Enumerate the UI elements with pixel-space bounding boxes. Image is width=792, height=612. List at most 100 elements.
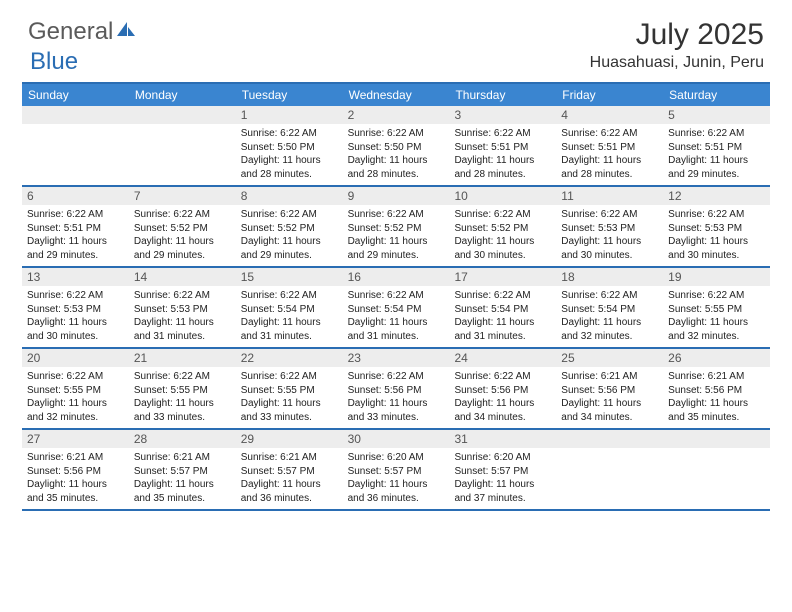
day-details: Sunrise: 6:22 AMSunset: 5:51 PMDaylight:… bbox=[22, 205, 129, 266]
day-details: Sunrise: 6:22 AMSunset: 5:56 PMDaylight:… bbox=[343, 367, 450, 428]
day-number: 25 bbox=[556, 349, 663, 367]
day-line: Sunrise: 6:22 AM bbox=[134, 208, 231, 222]
day-line: Sunrise: 6:22 AM bbox=[668, 208, 765, 222]
day-line: Sunrise: 6:22 AM bbox=[348, 370, 445, 384]
day-line: Daylight: 11 hours and 33 minutes. bbox=[134, 397, 231, 424]
brand-logo: General bbox=[28, 18, 137, 46]
day-number: 1 bbox=[236, 106, 343, 124]
day-line: Daylight: 11 hours and 30 minutes. bbox=[27, 316, 124, 343]
day-cell: 21Sunrise: 6:22 AMSunset: 5:55 PMDayligh… bbox=[129, 349, 236, 428]
day-cell: 25Sunrise: 6:21 AMSunset: 5:56 PMDayligh… bbox=[556, 349, 663, 428]
day-line: Sunrise: 6:22 AM bbox=[348, 127, 445, 141]
day-details: Sunrise: 6:22 AMSunset: 5:56 PMDaylight:… bbox=[449, 367, 556, 428]
day-line: Sunset: 5:53 PM bbox=[668, 222, 765, 236]
day-line: Sunset: 5:54 PM bbox=[561, 303, 658, 317]
day-line: Sunset: 5:51 PM bbox=[27, 222, 124, 236]
day-cell: 3 Sunrise: 6:22 AMSunset: 5:51 PMDaylight… bbox=[449, 106, 556, 185]
day-details: Sunrise: 6:22 AMSunset: 5:52 PMDaylight:… bbox=[236, 205, 343, 266]
day-cell: 22Sunrise: 6:22 AMSunset: 5:55 PMDayligh… bbox=[236, 349, 343, 428]
day-line: Sunrise: 6:22 AM bbox=[241, 289, 338, 303]
day-line: Daylight: 11 hours and 31 minutes. bbox=[134, 316, 231, 343]
day-line: Sunset: 5:51 PM bbox=[454, 141, 551, 155]
day-number: 3 bbox=[449, 106, 556, 124]
day-line: Sunrise: 6:22 AM bbox=[134, 289, 231, 303]
weeks-container: ........1Sunrise: 6:22 AMSunset: 5:50 PM… bbox=[22, 106, 770, 511]
day-line: Sunrise: 6:22 AM bbox=[27, 370, 124, 384]
day-line: Sunset: 5:57 PM bbox=[348, 465, 445, 479]
day-line: Sunset: 5:52 PM bbox=[348, 222, 445, 236]
day-number: 11 bbox=[556, 187, 663, 205]
day-line: Daylight: 11 hours and 28 minutes. bbox=[454, 154, 551, 181]
day-line: Daylight: 11 hours and 30 minutes. bbox=[668, 235, 765, 262]
day-number: . bbox=[663, 430, 770, 448]
day-details: Sunrise: 6:22 AMSunset: 5:51 PMDaylight:… bbox=[663, 124, 770, 185]
day-line: Sunrise: 6:22 AM bbox=[348, 289, 445, 303]
day-cell: 29Sunrise: 6:21 AMSunset: 5:57 PMDayligh… bbox=[236, 430, 343, 509]
day-cell: 17Sunrise: 6:22 AMSunset: 5:54 PMDayligh… bbox=[449, 268, 556, 347]
day-cell: 5Sunrise: 6:22 AMSunset: 5:51 PMDaylight… bbox=[663, 106, 770, 185]
month-title: July 2025 bbox=[590, 18, 764, 52]
dow-cell: Wednesday bbox=[343, 84, 450, 106]
day-line: Daylight: 11 hours and 30 minutes. bbox=[454, 235, 551, 262]
day-number: . bbox=[129, 106, 236, 124]
week-row: ........1Sunrise: 6:22 AMSunset: 5:50 PM… bbox=[22, 106, 770, 187]
day-line: Daylight: 11 hours and 29 minutes. bbox=[668, 154, 765, 181]
day-line: Daylight: 11 hours and 37 minutes. bbox=[454, 478, 551, 505]
day-details: Sunrise: 6:21 AMSunset: 5:56 PMDaylight:… bbox=[663, 367, 770, 428]
day-number: 21 bbox=[129, 349, 236, 367]
day-line: Sunrise: 6:22 AM bbox=[454, 370, 551, 384]
week-row: 27Sunrise: 6:21 AMSunset: 5:56 PMDayligh… bbox=[22, 430, 770, 511]
day-line: Daylight: 11 hours and 35 minutes. bbox=[668, 397, 765, 424]
day-line: Daylight: 11 hours and 31 minutes. bbox=[454, 316, 551, 343]
day-line: Sunset: 5:53 PM bbox=[561, 222, 658, 236]
day-cell: 16Sunrise: 6:22 AMSunset: 5:54 PMDayligh… bbox=[343, 268, 450, 347]
day-line: Sunset: 5:54 PM bbox=[241, 303, 338, 317]
day-line: Daylight: 11 hours and 32 minutes. bbox=[561, 316, 658, 343]
day-details: Sunrise: 6:21 AMSunset: 5:56 PMDaylight:… bbox=[556, 367, 663, 428]
day-line: Daylight: 11 hours and 36 minutes. bbox=[348, 478, 445, 505]
day-number: 6 bbox=[22, 187, 129, 205]
day-number: 16 bbox=[343, 268, 450, 286]
day-cell: 19Sunrise: 6:22 AMSunset: 5:55 PMDayligh… bbox=[663, 268, 770, 347]
day-line: Daylight: 11 hours and 29 minutes. bbox=[27, 235, 124, 262]
day-line: Sunset: 5:56 PM bbox=[454, 384, 551, 398]
day-number: 27 bbox=[22, 430, 129, 448]
day-line: Sunset: 5:52 PM bbox=[241, 222, 338, 236]
title-block: July 2025 Huasahuasi, Junin, Peru bbox=[590, 18, 764, 72]
day-line: Sunrise: 6:21 AM bbox=[561, 370, 658, 384]
day-line: Daylight: 11 hours and 34 minutes. bbox=[561, 397, 658, 424]
day-line: Sunset: 5:51 PM bbox=[668, 141, 765, 155]
day-number: 8 bbox=[236, 187, 343, 205]
day-details: Sunrise: 6:22 AMSunset: 5:54 PMDaylight:… bbox=[343, 286, 450, 347]
day-details: Sunrise: 6:22 AMSunset: 5:55 PMDaylight:… bbox=[129, 367, 236, 428]
location-label: Huasahuasi, Junin, Peru bbox=[590, 54, 764, 72]
day-number: 14 bbox=[129, 268, 236, 286]
day-cell: 11Sunrise: 6:22 AMSunset: 5:53 PMDayligh… bbox=[556, 187, 663, 266]
day-line: Sunrise: 6:21 AM bbox=[27, 451, 124, 465]
day-line: Daylight: 11 hours and 33 minutes. bbox=[241, 397, 338, 424]
day-cell: 13Sunrise: 6:22 AMSunset: 5:53 PMDayligh… bbox=[22, 268, 129, 347]
dow-cell: Sunday bbox=[22, 84, 129, 106]
day-number: 30 bbox=[343, 430, 450, 448]
day-line: Daylight: 11 hours and 31 minutes. bbox=[241, 316, 338, 343]
day-details: Sunrise: 6:22 AMSunset: 5:52 PMDaylight:… bbox=[129, 205, 236, 266]
day-details: Sunrise: 6:22 AMSunset: 5:54 PMDaylight:… bbox=[556, 286, 663, 347]
day-line: Daylight: 11 hours and 29 minutes. bbox=[134, 235, 231, 262]
day-line: Sunrise: 6:22 AM bbox=[668, 289, 765, 303]
day-line: Sunset: 5:54 PM bbox=[348, 303, 445, 317]
day-number: 29 bbox=[236, 430, 343, 448]
day-cell: 7Sunrise: 6:22 AMSunset: 5:52 PMDaylight… bbox=[129, 187, 236, 266]
day-number: 9 bbox=[343, 187, 450, 205]
day-details: Sunrise: 6:22 AMSunset: 5:55 PMDaylight:… bbox=[663, 286, 770, 347]
day-line: Sunrise: 6:22 AM bbox=[454, 208, 551, 222]
page-header: General July 2025 Huasahuasi, Junin, Per… bbox=[0, 0, 792, 76]
day-line: Sunrise: 6:22 AM bbox=[561, 127, 658, 141]
day-cell: .... bbox=[663, 430, 770, 509]
day-line: Sunset: 5:56 PM bbox=[668, 384, 765, 398]
day-details: Sunrise: 6:20 AMSunset: 5:57 PMDaylight:… bbox=[449, 448, 556, 509]
day-details: Sunrise: 6:21 AMSunset: 5:56 PMDaylight:… bbox=[22, 448, 129, 509]
day-line: Sunrise: 6:22 AM bbox=[454, 127, 551, 141]
dow-header-row: SundayMondayTuesdayWednesdayThursdayFrid… bbox=[22, 84, 770, 106]
day-line: Daylight: 11 hours and 29 minutes. bbox=[241, 235, 338, 262]
day-details: Sunrise: 6:22 AMSunset: 5:53 PMDaylight:… bbox=[663, 205, 770, 266]
